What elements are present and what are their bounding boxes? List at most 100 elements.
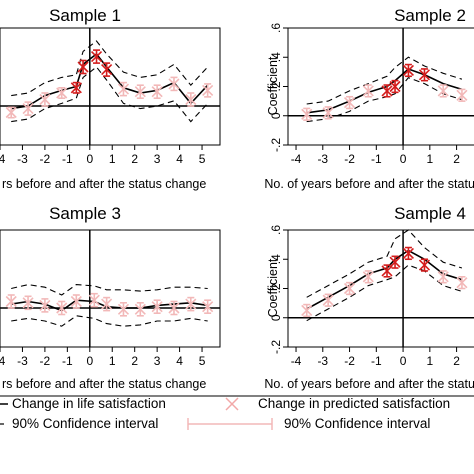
legend-x-marker-swatch <box>225 397 239 411</box>
predicted-marker <box>101 298 113 310</box>
y-tick-label: -.2 <box>269 138 283 152</box>
panel-1-frame <box>0 27 221 146</box>
panel-2-ylabel: Coefficient <box>266 56 280 115</box>
panel-1-title: Sample 1 <box>49 6 121 25</box>
predicted-marker <box>70 82 82 94</box>
x-tick-label: -3 <box>17 354 28 368</box>
predicted-marker <box>168 302 180 314</box>
predicted-marker <box>437 271 449 283</box>
ci-lower-line <box>306 264 463 322</box>
predicted-marker <box>301 304 313 317</box>
predicted-marker <box>402 247 414 259</box>
predicted-marker <box>362 271 374 283</box>
x-tick-label: 5 <box>199 152 206 166</box>
x-tick-label: 0 <box>86 354 93 368</box>
panel-1-plot: -4 -3 -2 -1 0 1 2 3 4 5 <box>0 28 220 166</box>
x-tick-label: 0 <box>400 152 407 166</box>
x-tick-label: -4 <box>0 152 6 166</box>
predicted-marker <box>5 106 17 119</box>
predicted-marker <box>77 61 89 73</box>
predicted-marker <box>70 295 82 308</box>
panel-2-title: Sample 2 <box>394 6 466 25</box>
predicted-marker <box>39 299 51 311</box>
predicted-marker <box>101 64 113 76</box>
predicted-marker <box>134 303 146 315</box>
y-tick-label: .6 <box>269 225 283 235</box>
legend: Change in life satisfaction Change in pr… <box>0 395 474 431</box>
y-tick-label: .2 <box>269 81 283 91</box>
predicted-marker <box>185 93 197 106</box>
life-satisfaction-line <box>11 52 209 110</box>
x-tick-label: -3 <box>317 152 328 166</box>
predicted-marker <box>151 301 163 313</box>
predicted-marker <box>456 89 468 101</box>
y-tick-label: -.2 <box>269 340 283 354</box>
legend-box <box>0 395 474 397</box>
x-tick-label: -4 <box>0 354 6 368</box>
x-tick-label: -4 <box>291 354 302 368</box>
ci-upper-line <box>11 284 208 296</box>
ci-upper-line <box>306 229 463 298</box>
predicted-marker <box>88 294 100 306</box>
y-tick-label: .4 <box>269 52 283 62</box>
predicted-marker <box>117 83 130 95</box>
panel-sample-2: Sample 2 -4 -3 -2 -1 0 1 2 -.2 0 .2 .4 .6 Coefficie… <box>264 6 474 191</box>
panel-3-xlabel: rs before and after the status change <box>2 377 206 391</box>
predicted-marker <box>185 298 197 310</box>
predicted-marker <box>39 93 51 106</box>
predicted-marker <box>322 294 334 306</box>
predicted-marker <box>56 302 68 314</box>
legend-ci-errorbar: 90% Confidence interval <box>284 416 430 431</box>
predicted-marker <box>343 97 356 109</box>
predicted-marker <box>202 84 214 96</box>
predicted-marker <box>389 80 401 93</box>
ci-lower-line <box>11 66 209 123</box>
x-tick-label: -3 <box>17 152 28 166</box>
predicted-marker <box>22 297 34 309</box>
predicted-marker <box>22 103 34 115</box>
predicted-marker <box>151 86 163 98</box>
x-tick-label: 4 <box>176 152 183 166</box>
y-tick-label: .6 <box>269 23 283 33</box>
predicted-marker <box>322 107 334 119</box>
x-tick-label: 0 <box>400 354 407 368</box>
panel-2-xlabel: No. of years before and after the status… <box>264 177 474 191</box>
panel-3-title: Sample 3 <box>49 204 121 223</box>
ci-upper-line <box>11 40 209 97</box>
panel-1-xlabel: rs before and after the status change <box>2 177 206 191</box>
x-tick-label: -2 <box>40 354 51 368</box>
y-tick-label: .4 <box>269 254 283 264</box>
x-tick-label: 2 <box>131 152 138 166</box>
predicted-marker <box>134 86 146 98</box>
predicted-marker <box>381 85 393 97</box>
x-tick-label: -4 <box>291 152 302 166</box>
predicted-marker <box>117 303 130 315</box>
predicted-marker <box>437 85 449 97</box>
legend-ci-dashed: 90% Confidence interval <box>12 416 158 431</box>
predicted-marker <box>56 87 68 99</box>
predicted-marker <box>90 51 103 63</box>
x-tick-label: 3 <box>154 354 161 368</box>
x-tick-label: -1 <box>62 152 73 166</box>
x-tick-label: 0 <box>86 152 93 166</box>
x-tick-label: -2 <box>344 354 355 368</box>
predicted-marker <box>362 85 374 97</box>
legend-predicted-satisfaction: Change in predicted satisfaction <box>258 396 450 411</box>
legend-life-satisfaction: Change in life satisfaction <box>12 396 166 411</box>
x-tick-label: 4 <box>176 354 183 368</box>
x-tick-label: 1 <box>109 152 116 166</box>
life-satisfaction-line <box>306 249 463 310</box>
x-tick-label: 2 <box>453 354 460 368</box>
predicted-marker <box>343 282 356 295</box>
predicted-marker <box>5 295 17 308</box>
panel-3-frame <box>0 229 221 348</box>
panel-4-ylabel: Coefficient <box>266 258 280 317</box>
predicted-marker <box>301 108 313 120</box>
ci-lower-line <box>11 315 208 327</box>
predicted-marker <box>381 265 393 277</box>
y-tick-label: 0 <box>269 112 283 119</box>
x-tick-label: -2 <box>344 152 355 166</box>
x-tick-label: 1 <box>426 354 433 368</box>
x-tick-label: -1 <box>371 354 382 368</box>
